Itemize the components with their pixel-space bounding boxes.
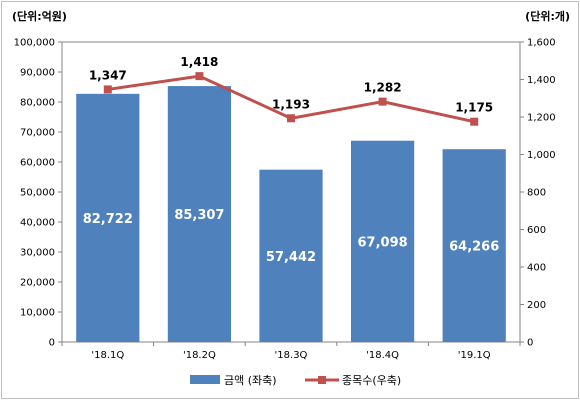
left-tick-label: 80,000 xyxy=(20,98,55,109)
line-data-label: 1,193 xyxy=(272,97,310,111)
right-tick-label: 1,400 xyxy=(527,75,556,86)
left-tick-label: 50,000 xyxy=(20,188,55,199)
right-tick-label: 1,200 xyxy=(527,113,556,124)
x-tick-label: '18.3Q xyxy=(275,350,308,361)
bar-amount xyxy=(442,149,506,342)
bar-data-label: 85,307 xyxy=(174,208,224,223)
right-tick-label: 200 xyxy=(527,300,546,311)
bar-data-label: 82,722 xyxy=(83,212,133,227)
bar-amount xyxy=(76,93,140,342)
line-data-label: 1,418 xyxy=(180,55,218,69)
right-axis-unit: (단위:개) xyxy=(525,9,570,23)
line-marker xyxy=(287,114,295,123)
right-tick-label: 1,600 xyxy=(527,38,556,49)
legend-bar-swatch xyxy=(190,375,220,384)
legend-line-marker xyxy=(318,376,326,384)
x-tick-label: '19.1Q xyxy=(458,350,491,361)
line-marker xyxy=(195,72,204,81)
left-tick-label: 90,000 xyxy=(20,68,55,79)
legend-line-label: 종목수(우축) xyxy=(342,374,401,387)
left-tick-label: 30,000 xyxy=(20,248,55,259)
bar-amount xyxy=(259,169,323,342)
line-marker xyxy=(378,97,387,106)
plot-area: 0 10,000 20,000 30,000 40,000 50,000 60,000 70,… xyxy=(14,38,556,388)
right-tick-label: 0 xyxy=(527,338,533,349)
right-tick-label: 800 xyxy=(527,188,546,199)
line-marker xyxy=(103,85,112,94)
bar-data-label: 67,098 xyxy=(358,235,408,250)
legend-bar-label: 금액 (좌축) xyxy=(224,374,277,387)
x-tick-label: '18.2Q xyxy=(183,350,216,361)
line-marker xyxy=(470,117,479,126)
left-tick-label: 60,000 xyxy=(20,158,55,169)
bar-data-label: 57,442 xyxy=(266,250,316,265)
left-tick-label: 70,000 xyxy=(20,128,55,139)
x-tick-label: '18.4Q xyxy=(366,350,399,361)
bar-amount xyxy=(350,140,415,342)
right-tick-label: 400 xyxy=(527,263,546,274)
bar-amount xyxy=(167,86,232,342)
left-tick-label: 20,000 xyxy=(20,278,55,289)
x-tick-label: '18.1Q xyxy=(91,350,124,361)
left-tick-label: 0 xyxy=(49,338,55,349)
left-axis-unit: (단위:억원) xyxy=(12,9,67,23)
line-data-label: 1,347 xyxy=(89,68,127,82)
right-tick-label: 600 xyxy=(527,225,546,236)
line-data-label: 1,175 xyxy=(455,101,493,115)
left-tick-label: 100,000 xyxy=(14,38,55,49)
left-tick-label: 40,000 xyxy=(20,218,55,229)
line-data-label: 1,282 xyxy=(364,81,402,95)
left-tick-label: 10,000 xyxy=(20,308,55,319)
bar-data-label: 64,266 xyxy=(449,240,499,255)
right-tick-label: 1,000 xyxy=(527,150,556,161)
